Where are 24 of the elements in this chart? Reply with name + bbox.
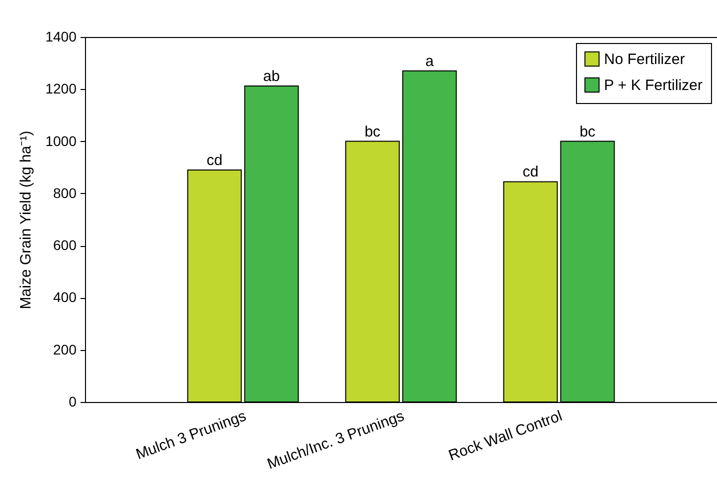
data-label: ab: [263, 68, 280, 86]
bar: [345, 140, 400, 402]
data-label: bc: [580, 123, 596, 140]
y-tick-label: 1200: [45, 80, 77, 97]
x-tick-label: Rock Wall Control: [446, 408, 564, 464]
data-label: cd: [522, 164, 538, 181]
y-tick-label: 1400: [45, 28, 77, 44]
bar: [244, 86, 299, 402]
bar: [187, 169, 242, 402]
y-tick-label: 800: [53, 184, 77, 201]
bar: [503, 181, 558, 402]
data-label: cd: [206, 152, 222, 169]
data-label: bc: [364, 123, 381, 140]
y-tick-label: 1000: [45, 132, 77, 149]
y-axis-title: Maize Grain Yield (kg ha⁻¹): [17, 130, 34, 310]
bar: [402, 70, 457, 402]
y-tick-label: 0: [68, 394, 77, 410]
legend-label: P + K Fertilizer: [604, 77, 703, 94]
legend-label: No Fertilizer: [604, 51, 685, 68]
bar: [560, 140, 615, 402]
data-label: a: [425, 52, 434, 70]
y-tick-label: 400: [53, 289, 77, 306]
y-tick-label: 200: [53, 341, 77, 358]
y-tick-label: 600: [53, 237, 77, 254]
